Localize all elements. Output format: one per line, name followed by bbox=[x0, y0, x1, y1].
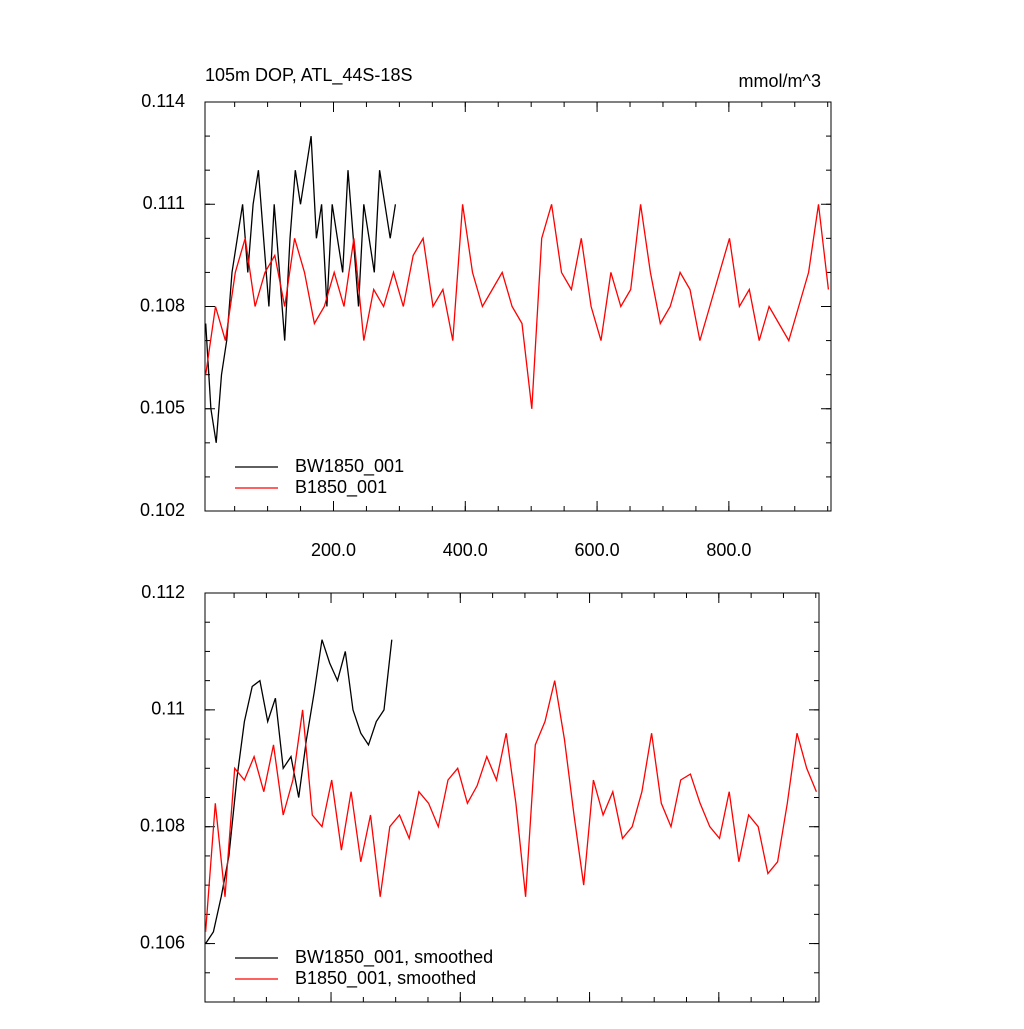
legend-label: BW1850_001, smoothed bbox=[295, 947, 493, 968]
legend-label: B1850_001 bbox=[295, 477, 387, 498]
x-tick-label: 800.0 bbox=[706, 540, 751, 560]
y-tick-label: 0.102 bbox=[140, 500, 185, 520]
series-line bbox=[205, 204, 830, 409]
y-tick-label: 0.106 bbox=[140, 932, 185, 952]
plot-frame bbox=[204, 592, 820, 1003]
series-line bbox=[204, 680, 818, 932]
x-tick-label: 600.0 bbox=[575, 540, 620, 560]
units-label: mmol/m^3 bbox=[739, 71, 821, 91]
x-tick-label: 400.0 bbox=[443, 540, 488, 560]
series-line bbox=[205, 639, 393, 944]
y-tick-label: 0.11 bbox=[151, 699, 185, 719]
y-tick-label: 0.112 bbox=[141, 582, 185, 602]
y-tick-label: 0.111 bbox=[143, 193, 185, 213]
y-tick-label: 0.114 bbox=[141, 91, 185, 111]
legend-label: B1850_001, smoothed bbox=[295, 968, 476, 989]
x-tick-label: 200.0 bbox=[311, 540, 356, 560]
plot-frame bbox=[204, 101, 832, 512]
y-tick-label: 0.108 bbox=[140, 815, 185, 835]
y-tick-label: 0.108 bbox=[140, 295, 185, 315]
legend-label: BW1850_001 bbox=[295, 456, 404, 477]
chart-title: 105m DOP, ATL_44S-18S bbox=[205, 65, 412, 86]
series-line bbox=[205, 136, 397, 443]
y-tick-label: 0.105 bbox=[140, 398, 185, 418]
